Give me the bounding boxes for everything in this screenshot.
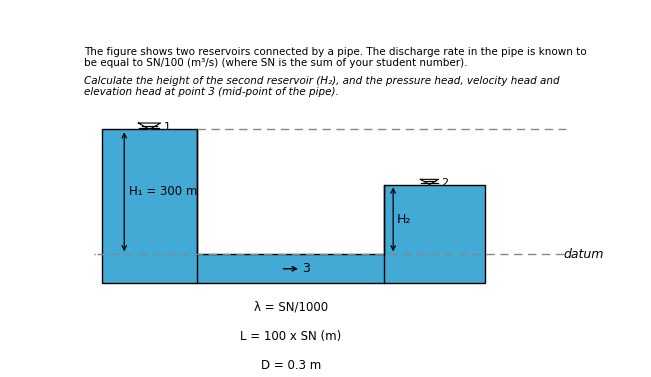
- Text: 1: 1: [163, 122, 171, 132]
- Text: be equal to SN/100 (m³/s) (where SN is the sum of your student number).: be equal to SN/100 (m³/s) (where SN is t…: [84, 58, 467, 68]
- Bar: [102, 129, 197, 283]
- Text: 3: 3: [302, 262, 310, 275]
- Text: H₁ = 300 m: H₁ = 300 m: [130, 185, 198, 198]
- Text: D = 0.3 m: D = 0.3 m: [260, 359, 321, 372]
- Text: elevation head at point 3 (mid-point of the pipe).: elevation head at point 3 (mid-point of …: [84, 87, 339, 97]
- Text: The figure shows two reservoirs connected by a pipe. The discharge rate in the p: The figure shows two reservoirs connecte…: [84, 47, 587, 57]
- Bar: [197, 254, 384, 283]
- Text: 2: 2: [441, 178, 449, 187]
- Text: λ = SN/1000: λ = SN/1000: [254, 301, 328, 314]
- Text: L = 100 x SN (m): L = 100 x SN (m): [240, 330, 341, 343]
- Polygon shape: [139, 123, 161, 129]
- Text: Calculate the height of the second reservoir (H₂), and the pressure head, veloci: Calculate the height of the second reser…: [84, 76, 559, 86]
- Text: datum: datum: [563, 248, 603, 261]
- Bar: [384, 185, 485, 283]
- Text: H₂: H₂: [397, 213, 411, 226]
- Polygon shape: [421, 179, 439, 185]
